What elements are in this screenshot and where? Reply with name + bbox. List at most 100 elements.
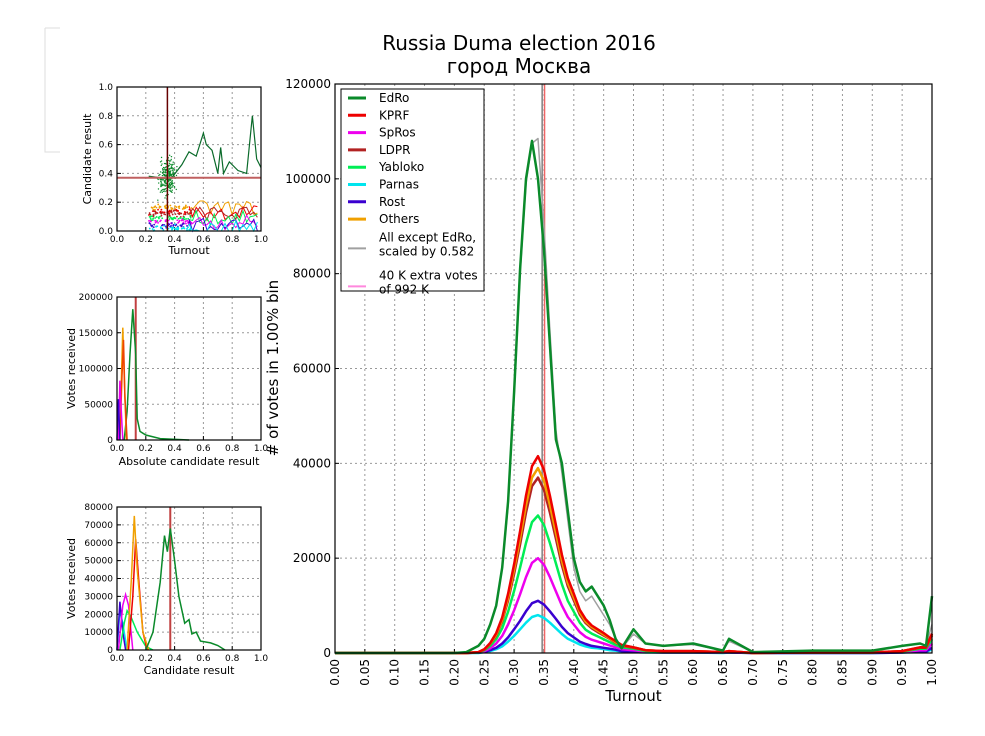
x-axis-label: Turnout [167, 244, 210, 257]
y-tick-label: 60000 [84, 539, 113, 549]
x-tick-label: 0.15 [418, 659, 432, 686]
scatter-point [165, 207, 168, 210]
y-tick-label: 150000 [79, 329, 114, 339]
y-tick-label: 100000 [79, 365, 114, 375]
scatter-point [161, 184, 164, 187]
scatter-point [169, 170, 172, 172]
y-tick-label: 30000 [84, 592, 113, 602]
scatter-point [169, 216, 172, 219]
scatter-point [163, 213, 165, 215]
x-tick-label: 0.2 [139, 235, 153, 245]
scatter-point [181, 208, 184, 210]
scatter-point [172, 210, 175, 212]
series-line-edro [145, 528, 226, 651]
scatter-point [175, 188, 177, 191]
scatter-point [177, 205, 180, 208]
scatter-point [179, 217, 182, 219]
scatter-point [174, 223, 176, 226]
y-tick-label: 0 [107, 436, 113, 446]
frame-artifact [44, 27, 60, 153]
scatter-point [175, 206, 178, 208]
scatter-point [174, 209, 177, 212]
y-tick-label: 0 [323, 646, 331, 660]
scatter-point [170, 163, 172, 166]
legend-item: Rost [348, 195, 405, 209]
scatter-point [168, 216, 170, 218]
scatter-point [163, 162, 166, 165]
x-tick-label: 0.10 [388, 659, 402, 686]
scatter-point [172, 184, 174, 187]
scatter-point [171, 167, 173, 169]
scatter-point [176, 219, 179, 222]
scatter-point [173, 175, 176, 178]
scatter-point [172, 224, 175, 227]
scatter-point [172, 217, 175, 219]
x-tick-label: 0.55 [656, 659, 670, 686]
scatter-point [184, 206, 187, 208]
x-tick-label: 0.0 [110, 654, 125, 664]
legend-item: Yabloko [348, 160, 424, 174]
legend-item: Parnas [348, 178, 419, 192]
scatter-point [190, 207, 193, 209]
scatter-point [170, 158, 172, 161]
scatter-point [154, 221, 157, 224]
y-tick-label: 120000 [285, 77, 331, 91]
scatter-point [189, 214, 192, 217]
main-plot: 0.00 0.05 0.10 0.15 0.20 0.25 0.30 0.35 0.40 0.45… [264, 77, 939, 705]
scatter-point [164, 162, 167, 165]
absolute-result-plot: 0.0 0.2 0.4 0.6 0.8 1.0 0 50000 100000 150000 2000… [65, 293, 268, 468]
legend-label: LDPR [379, 143, 411, 157]
scatter-point [170, 210, 172, 212]
scatter-point [179, 224, 182, 227]
scatter-point [164, 171, 167, 173]
scatter-point [158, 215, 161, 218]
scatter-point [164, 197, 166, 199]
x-tick-label: 0.40 [567, 659, 581, 686]
scatter-point [160, 160, 163, 162]
scatter-point [178, 219, 181, 222]
scatter-point [173, 169, 175, 171]
x-tick-label: 1.0 [254, 444, 269, 454]
scatter-point [174, 213, 177, 215]
scatter-point [161, 168, 164, 170]
scatter-point [161, 223, 164, 226]
scatter-point [157, 199, 159, 201]
y-tick-label: 1.0 [99, 83, 114, 93]
legend-item: KPRF [348, 108, 409, 122]
scatter-point [160, 208, 163, 211]
scatter-point [163, 174, 166, 177]
scatter-point [165, 174, 167, 177]
y-tick-label: 200000 [79, 293, 114, 303]
scatter-point [168, 168, 171, 170]
scatter-point [170, 206, 173, 209]
scatter-point [153, 206, 156, 209]
edro-line [148, 115, 262, 179]
x-tick-label: 0.6 [196, 444, 211, 454]
y-tick-label: 100000 [285, 172, 331, 186]
scatter-point [170, 226, 172, 229]
scatter-point [163, 184, 165, 186]
scatter-point [182, 221, 185, 224]
scatter-point [171, 189, 173, 191]
y-tick-label: 0.4 [99, 169, 114, 179]
x-tick-label: 0.00 [328, 659, 342, 686]
series-line-kprf [335, 454, 934, 655]
scatter-point [173, 163, 175, 165]
x-tick-label: 0.80 [806, 659, 820, 686]
x-tick-label: 1.0 [254, 235, 269, 245]
scatter-point [164, 170, 166, 172]
scatter-point [171, 180, 174, 182]
scatter-point [187, 217, 190, 220]
series-line-others [126, 515, 150, 651]
scatter-point [175, 174, 178, 177]
x-axis-label: Turnout [604, 687, 661, 705]
y-tick-label: 20000 [293, 551, 331, 565]
scatter-point [187, 226, 189, 229]
legend-box [340, 88, 485, 292]
scatter-point [149, 223, 152, 225]
y-axis-label: Candidate result [81, 113, 94, 205]
scatter-point [150, 220, 152, 223]
scatter-point [184, 220, 187, 223]
scatter-point [159, 161, 162, 163]
series-line-edro [335, 139, 934, 655]
